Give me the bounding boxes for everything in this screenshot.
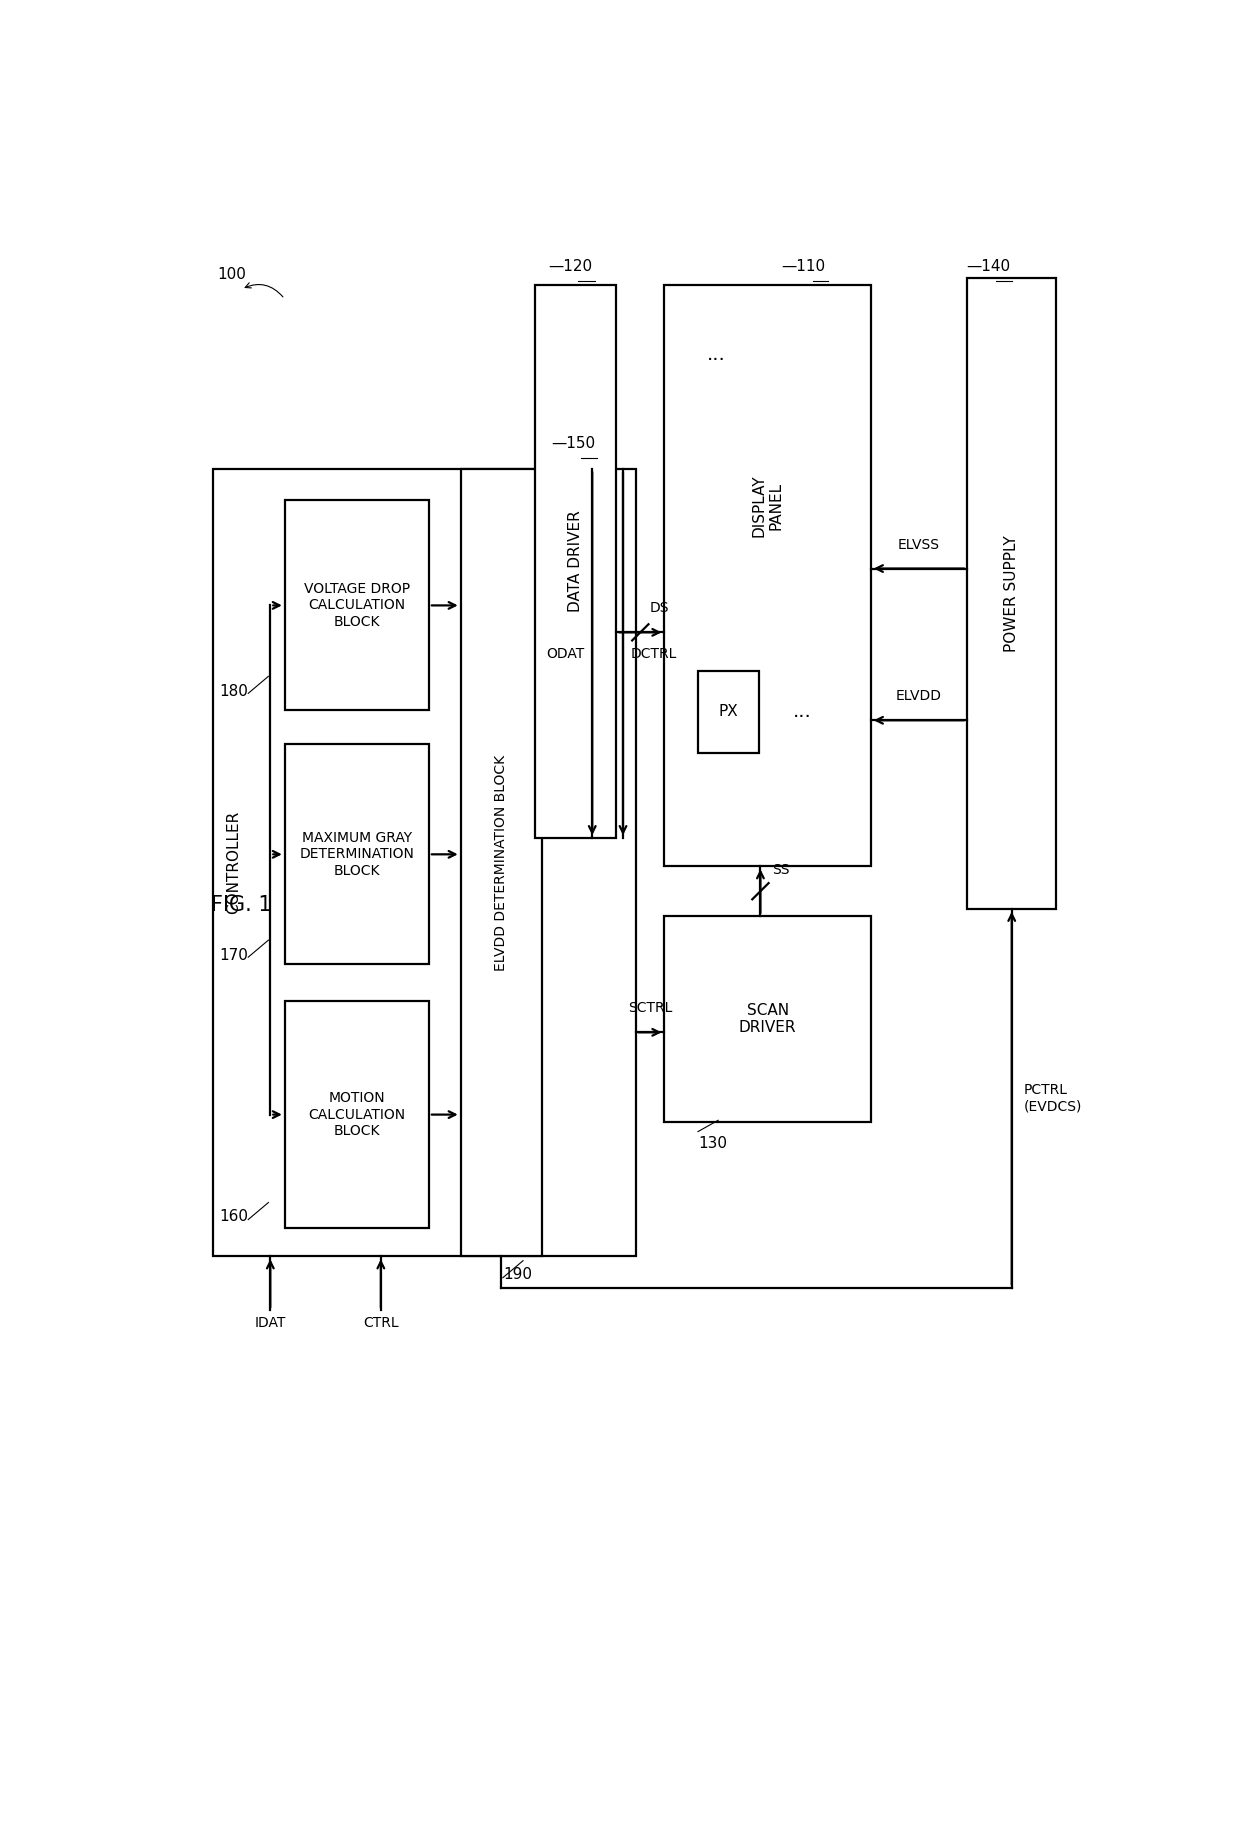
Bar: [213, 470, 635, 1256]
Text: SCTRL: SCTRL: [627, 1002, 672, 1015]
Text: —140: —140: [966, 258, 1011, 273]
Text: CTRL: CTRL: [363, 1315, 398, 1330]
Bar: [665, 915, 870, 1122]
Text: SS: SS: [773, 864, 790, 877]
Text: —110: —110: [781, 258, 826, 273]
Text: FIG. 1: FIG. 1: [211, 895, 272, 915]
Text: MOTION
CALCULATION
BLOCK: MOTION CALCULATION BLOCK: [309, 1092, 405, 1138]
Text: DCTRL: DCTRL: [631, 647, 677, 661]
Text: ODAT: ODAT: [547, 647, 584, 661]
Text: MAXIMUM GRAY
DETERMINATION
BLOCK: MAXIMUM GRAY DETERMINATION BLOCK: [299, 831, 414, 877]
Text: ELVSS: ELVSS: [898, 538, 940, 551]
Text: 170: 170: [219, 949, 248, 963]
Text: 160: 160: [219, 1208, 248, 1225]
Text: 190: 190: [503, 1267, 532, 1282]
Bar: [460, 470, 542, 1256]
Text: PCTRL
(EVDCS): PCTRL (EVDCS): [1023, 1083, 1081, 1113]
Text: DATA DRIVER: DATA DRIVER: [568, 510, 583, 612]
Text: —150: —150: [551, 437, 595, 451]
Bar: [285, 501, 429, 711]
Text: CONTROLLER: CONTROLLER: [227, 810, 242, 914]
Text: VOLTAGE DROP
CALCULATION
BLOCK: VOLTAGE DROP CALCULATION BLOCK: [304, 582, 410, 628]
Text: SCAN
DRIVER: SCAN DRIVER: [739, 1002, 796, 1035]
Text: 100: 100: [217, 267, 247, 282]
Text: ...: ...: [707, 344, 725, 365]
Text: DS: DS: [650, 600, 670, 615]
Text: ELVDD: ELVDD: [897, 689, 942, 704]
Text: POWER SUPPLY: POWER SUPPLY: [1004, 534, 1019, 652]
Text: PX: PX: [718, 704, 738, 718]
Text: IDAT: IDAT: [254, 1315, 286, 1330]
Bar: [698, 670, 759, 753]
Text: —120: —120: [548, 258, 593, 273]
Text: DISPLAY
PANEL: DISPLAY PANEL: [751, 475, 784, 538]
Bar: [967, 278, 1056, 908]
Text: 130: 130: [698, 1137, 727, 1151]
Bar: [285, 744, 429, 963]
Bar: [665, 286, 870, 866]
Bar: [285, 1002, 429, 1229]
Text: ELVDD DETERMINATION BLOCK: ELVDD DETERMINATION BLOCK: [495, 755, 508, 971]
Text: ...: ...: [792, 702, 811, 722]
Text: 180: 180: [219, 685, 248, 700]
Bar: [534, 286, 616, 838]
